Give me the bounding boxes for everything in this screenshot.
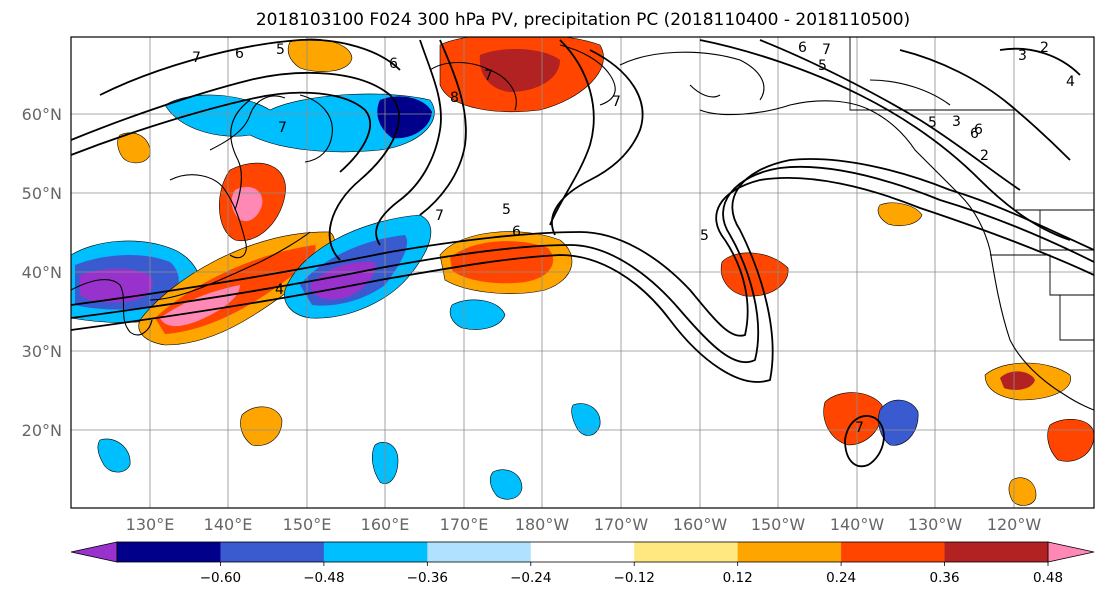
pos-blob-mexico-core: [1000, 371, 1035, 390]
contour-label: 7: [278, 120, 287, 136]
contour-label: 8: [450, 90, 459, 106]
longitude-axis: 130°E 140°E 150°E 160°E 170°E 180°W 170°…: [126, 515, 1042, 534]
longitude-label: 150°W: [751, 515, 806, 534]
contour-label: 5: [502, 202, 511, 218]
contour-label: 7: [484, 68, 493, 84]
pos-blob-small-7: [117, 132, 151, 164]
colorbar-border: [116, 541, 1049, 563]
contour-label: 6: [512, 224, 521, 240]
latitude-label: 20°N: [22, 421, 62, 440]
map-border: [70, 36, 1095, 509]
coastlines: [71, 44, 1094, 411]
colorbar-segment: [634, 542, 739, 562]
longitude-label: 130°W: [908, 515, 963, 534]
longitude-label: 140°W: [830, 515, 885, 534]
map-panel: [71, 37, 1094, 508]
colorbar-tick-label: −0.48: [303, 570, 344, 586]
pos-blob-japan-max: [160, 285, 240, 327]
contour-label: 4: [1066, 74, 1075, 90]
colorbar-segments: [116, 541, 1049, 563]
contour-label-group: 7 6 5 6 8 7 7 6 5 6 5 7 5 4 7 7 6 5 3 2 …: [192, 40, 1075, 436]
contour-label: 5: [276, 42, 285, 58]
contour-label: 6: [235, 46, 244, 62]
colorbar-tick-label: 0.24: [826, 570, 856, 586]
latitude-label: 40°N: [22, 263, 62, 282]
colorbar-segment: [117, 542, 221, 562]
contour-label: 6: [974, 122, 983, 138]
contour-label: 6: [389, 56, 398, 72]
longitude-label: 170°E: [440, 515, 489, 534]
colorbar-tick-label: −0.12: [614, 570, 655, 586]
neg-blob-asia-max: [80, 268, 153, 303]
contour-label: 5: [928, 115, 937, 131]
colorbar-segment: [944, 542, 1049, 562]
contour-label: 6: [970, 126, 979, 142]
colorbar-tick-label: −0.24: [510, 570, 551, 586]
pos-blob-south-small: [240, 406, 283, 446]
colorbar-tick-label: 0.36: [930, 570, 960, 586]
latitude-label: 50°N: [22, 184, 62, 203]
contour-label: 5: [700, 228, 709, 244]
longitude-label: 140°E: [204, 515, 253, 534]
contour-label: 7: [612, 94, 621, 110]
gridlines: [71, 37, 1094, 508]
longitude-label: 180°W: [515, 515, 570, 534]
neg-blob-small-5: [571, 403, 601, 436]
colorbar: −0.60 −0.48 −0.36 −0.24 −0.12 0.12 0.24 0.36 0.4…: [70, 541, 1095, 586]
colorbar-segment: [323, 542, 428, 562]
colorbar-tick-label: −0.36: [407, 570, 448, 586]
pv-contours: [71, 38, 1094, 468]
contour-label: 4: [275, 282, 284, 298]
contour-label: 2: [980, 148, 989, 164]
longitude-label: 170°W: [594, 515, 649, 534]
contour-label: 3: [1018, 48, 1027, 64]
colorbar-high-arrow: [1047, 541, 1095, 563]
contour-label: 3: [952, 114, 961, 130]
colorbar-tick-label: 0.48: [1033, 570, 1063, 586]
neg-blob-subtropic: [878, 399, 919, 446]
neg-blob-small-2: [97, 438, 131, 473]
longitude-label: 160°E: [361, 515, 410, 534]
neg-blob-small-4: [489, 469, 523, 500]
contour-label: 2: [1040, 40, 1049, 56]
contour-label: 6: [798, 40, 807, 56]
neg-blob-okhotsk-core: [377, 96, 432, 139]
contour-label: 7: [192, 50, 201, 66]
latitude-label: 30°N: [22, 342, 62, 361]
contour-label: 7: [855, 420, 864, 436]
longitude-label: 120°W: [987, 515, 1042, 534]
contour-label: 7: [822, 42, 831, 58]
colorbar-tick-label: −0.60: [200, 570, 241, 586]
longitude-label: 160°W: [673, 515, 728, 534]
colorbar-segment: [530, 542, 635, 562]
borders: [849, 37, 1094, 341]
colorbar-low-arrow: [70, 541, 118, 563]
contour-label: 7: [435, 208, 444, 224]
pos-blob-small-8: [1008, 477, 1037, 506]
colorbar-ticks: −0.60 −0.48 −0.36 −0.24 −0.12 0.12 0.24 0.36 0.4…: [200, 562, 1063, 586]
precipitation-shading: [71, 37, 1094, 506]
colorbar-segment: [841, 542, 946, 562]
chart-title: 2018103100 F024 300 hPa PV, precipitatio…: [256, 10, 910, 30]
contour-label: 5: [818, 58, 827, 74]
colorbar-segment: [427, 542, 532, 562]
pos-blob-bering-max: [479, 48, 560, 92]
longitude-label: 130°E: [126, 515, 175, 534]
latitude-label: 60°N: [22, 105, 62, 124]
colorbar-segment: [737, 542, 842, 562]
colorbar-segment: [220, 542, 325, 562]
colorbar-tick-label: 0.12: [723, 570, 753, 586]
latitude-axis: 20°N 30°N 40°N 50°N 60°N: [22, 105, 62, 440]
pos-blob-small-6: [877, 202, 923, 226]
longitude-label: 150°E: [283, 515, 332, 534]
